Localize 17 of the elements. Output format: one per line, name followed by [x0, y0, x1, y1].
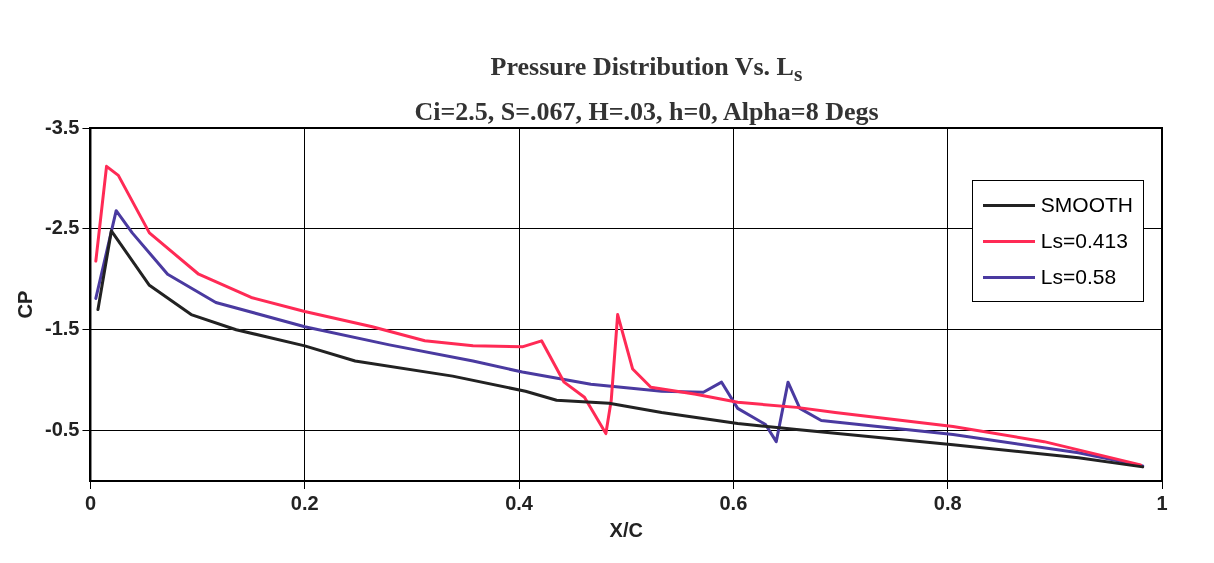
x-axis-title: X/C: [609, 518, 643, 541]
x-tick-label: 0: [84, 491, 97, 514]
chart-title: Pressure Distribution Vs. L$_{s}$: [489, 51, 804, 89]
legend-label: SMOOTH: [1040, 193, 1133, 217]
x-tick-label: 0.4: [505, 491, 534, 514]
x-tick-label: 0.2: [290, 491, 319, 514]
chart-subtitle: Ci=2.5, S=.067, H=.03, h=0, Alpha=8 Degs: [413, 96, 880, 129]
x-tick-label: 0.6: [719, 491, 748, 514]
y-tick-label: -3.5: [44, 115, 80, 138]
y-tick-label: -2.5: [44, 216, 80, 239]
legend-label: Ls=0.413: [1040, 229, 1128, 253]
y-tick-label: -1.5: [44, 317, 80, 340]
y-tick-label: -0.5: [44, 418, 80, 441]
y-axis-title: CP: [13, 290, 36, 319]
x-tick-label: 1: [1156, 491, 1168, 514]
legend-label: Ls=0.58: [1040, 265, 1117, 289]
x-tick-label: 0.8: [933, 491, 962, 514]
